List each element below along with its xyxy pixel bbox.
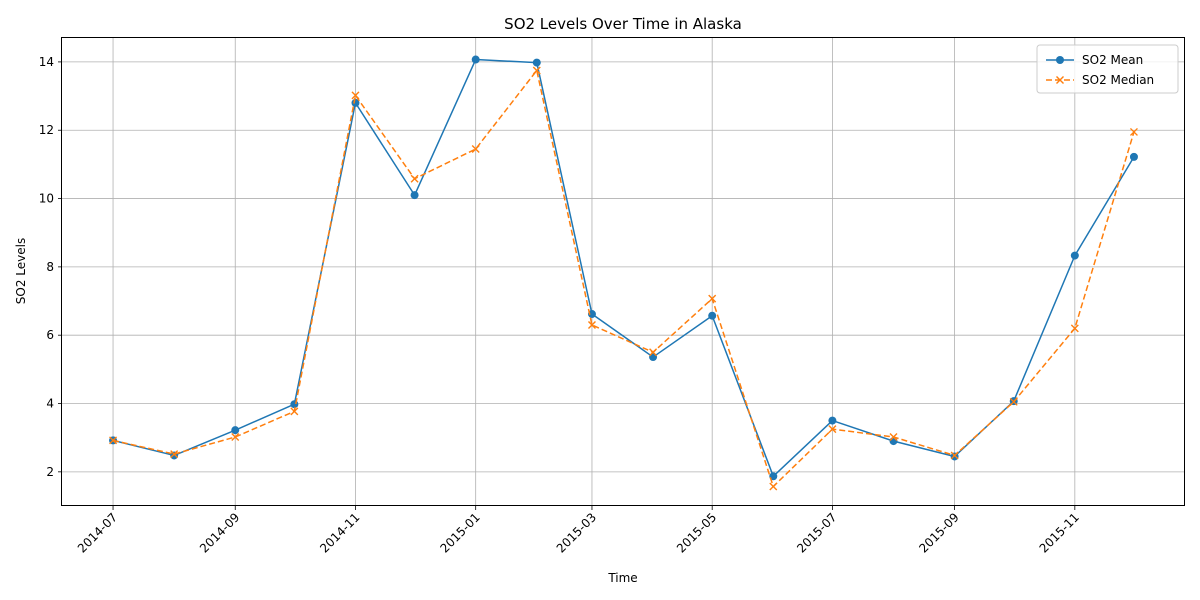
- so2-median-point: [231, 433, 240, 441]
- legend: SO2 Mean SO2 Median: [1036, 44, 1179, 94]
- grid-lines: [62, 38, 1185, 506]
- so2-median-point: [950, 451, 959, 460]
- so2-mean-point: [828, 416, 837, 425]
- legend-label-so2-mean: SO2 Mean: [1082, 53, 1143, 67]
- legend-box: [1036, 44, 1179, 94]
- so2-median-point: [170, 450, 179, 459]
- so2-mean-point: [1129, 152, 1138, 161]
- so2-mean-point: [410, 191, 419, 200]
- y-tick-label: 12: [39, 123, 54, 137]
- so2-mean-point: [708, 311, 717, 320]
- y-axis-ticks: 2 4 6 8 10 12 14: [39, 55, 62, 479]
- y-tick-label: 2: [46, 465, 54, 479]
- so2-median-point: [410, 174, 419, 183]
- so2-mean-point: [1070, 251, 1079, 260]
- y-tick-label: 8: [46, 260, 54, 274]
- so2-median-point: [351, 91, 360, 100]
- so2-median-point: [109, 436, 118, 445]
- so2-median-point: [1129, 127, 1138, 136]
- plot-area-frame: [61, 37, 1185, 506]
- so2-median-point: [471, 145, 480, 154]
- so2-mean-point: [532, 58, 541, 67]
- so2-mean-point: [290, 400, 299, 409]
- y-tick-label: 14: [39, 55, 54, 69]
- y-tick-label: 4: [46, 397, 54, 411]
- so2-median-point: [889, 433, 898, 441]
- x-axis-label: Time: [607, 571, 637, 585]
- so2-median-point: [1070, 324, 1079, 333]
- so2-median-point: [290, 407, 299, 416]
- so2-mean-point: [231, 426, 240, 435]
- so2-mean-point: [471, 55, 480, 64]
- y-tick-label: 10: [39, 192, 54, 206]
- so2-mean-point: [351, 98, 360, 107]
- so2-median-line: [112, 69, 1135, 488]
- so2-median-point: [828, 425, 837, 434]
- so2-median-point: [708, 294, 717, 303]
- series-layer: [109, 55, 1138, 491]
- y-tick-label: 6: [46, 328, 54, 342]
- chart-title: SO2 Levels Over Time in Alaska: [504, 15, 742, 33]
- legend-label-so2-median: SO2 Median: [1082, 73, 1154, 87]
- so2-median-point: [532, 66, 541, 75]
- so2-median-point: [649, 348, 658, 357]
- legend-marker-so2-median: [1056, 76, 1064, 84]
- so2-mean-point: [587, 310, 596, 319]
- y-axis-label: SO2 Levels: [14, 238, 28, 304]
- so2-median-point: [1009, 397, 1018, 406]
- so2-median-point: [769, 482, 778, 491]
- legend-marker-so2-mean: [1056, 56, 1064, 64]
- so2-median-point: [587, 320, 596, 329]
